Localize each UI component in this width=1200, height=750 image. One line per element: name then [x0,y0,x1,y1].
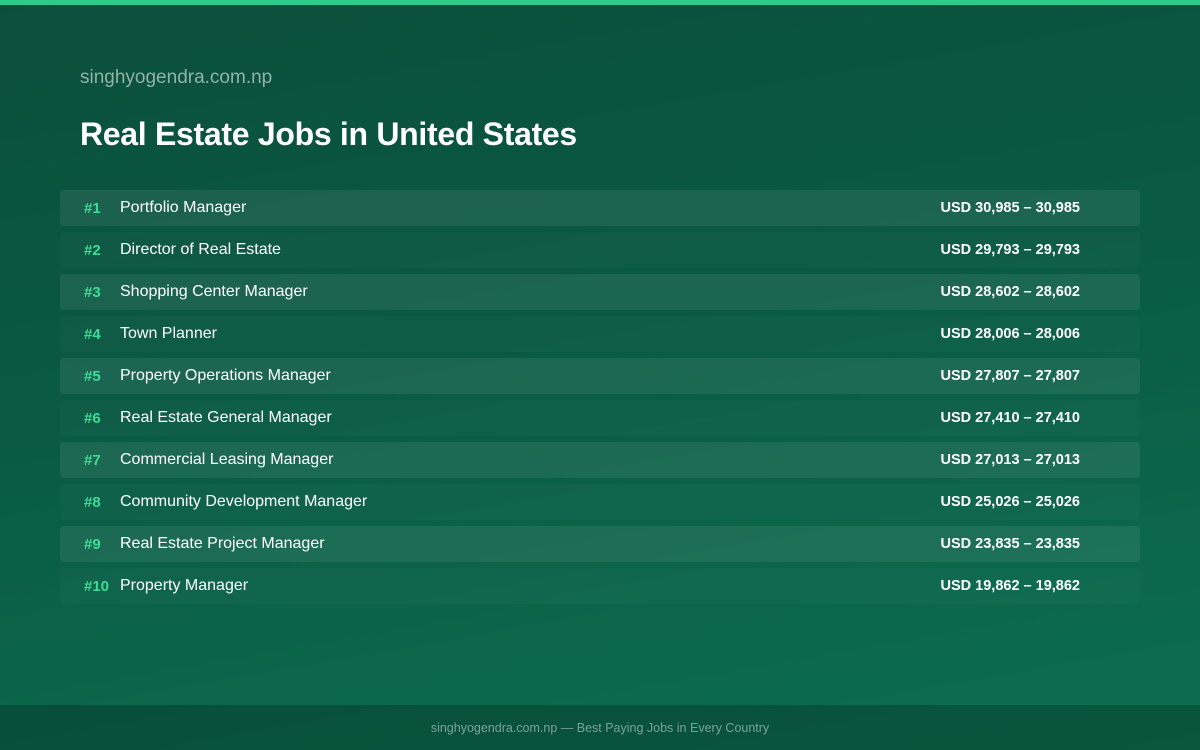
job-title: Commercial Leasing Manager [120,451,334,468]
site-name: singhyogendra.com.np [80,67,273,88]
job-row-2: #2 Director of Real Estate USD 29,793 – … [60,232,1140,268]
job-title: Town Planner [120,325,217,342]
job-rank: #9 [84,535,101,553]
page-title: Real Estate Jobs in United States [80,116,577,152]
job-salary: USD 28,602 – 28,602 [940,284,1080,300]
job-rank: #8 [84,493,101,511]
job-salary: USD 29,793 – 29,793 [940,242,1080,258]
job-salary: USD 27,013 – 27,013 [940,452,1080,468]
job-title: Real Estate General Manager [120,409,332,426]
job-title: Portfolio Manager [120,199,247,216]
job-row-5: #5 Property Operations Manager USD 27,80… [60,358,1140,394]
job-rank: #2 [84,241,101,259]
job-title: Property Manager [120,577,249,594]
job-title: Community Development Manager [120,493,368,510]
job-rank: #3 [84,283,101,301]
job-rank: #6 [84,409,101,427]
job-row-4: #4 Town Planner USD 28,006 – 28,006 [60,316,1140,352]
job-rank: #5 [84,367,101,385]
job-salary: USD 19,862 – 19,862 [940,578,1080,594]
job-salary: USD 30,985 – 30,985 [940,200,1080,216]
job-salary: USD 27,807 – 27,807 [940,368,1080,384]
job-salary: USD 25,026 – 25,026 [940,494,1080,510]
job-rank: #10 [84,577,110,595]
job-rank: #4 [84,325,101,343]
job-salary: USD 28,006 – 28,006 [940,326,1080,342]
job-rank: #1 [84,199,101,217]
job-row-9: #9 Real Estate Project Manager USD 23,83… [60,526,1140,562]
job-row-10: #10 Property Manager USD 19,862 – 19,862 [60,568,1140,604]
job-rank: #7 [84,451,101,469]
job-row-8: #8 Community Development Manager USD 25,… [60,484,1140,520]
job-title: Real Estate Project Manager [120,535,325,552]
job-salary: USD 27,410 – 27,410 [940,410,1080,426]
job-row-1: #1 Portfolio Manager USD 30,985 – 30,985 [60,190,1140,226]
job-title: Property Operations Manager [120,367,331,384]
top-accent-bar [0,0,1200,5]
job-row-6: #6 Real Estate General Manager USD 27,41… [60,400,1140,436]
job-row-3: #3 Shopping Center Manager USD 28,602 – … [60,274,1140,310]
job-title: Shopping Center Manager [120,283,308,300]
footer-bar: singhyogendra.com.np — Best Paying Jobs … [0,705,1200,750]
job-salary: USD 23,835 – 23,835 [940,536,1080,552]
job-title: Director of Real Estate [120,241,281,258]
job-row-7: #7 Commercial Leasing Manager USD 27,013… [60,442,1140,478]
footer-text: singhyogendra.com.np — Best Paying Jobs … [430,720,770,735]
